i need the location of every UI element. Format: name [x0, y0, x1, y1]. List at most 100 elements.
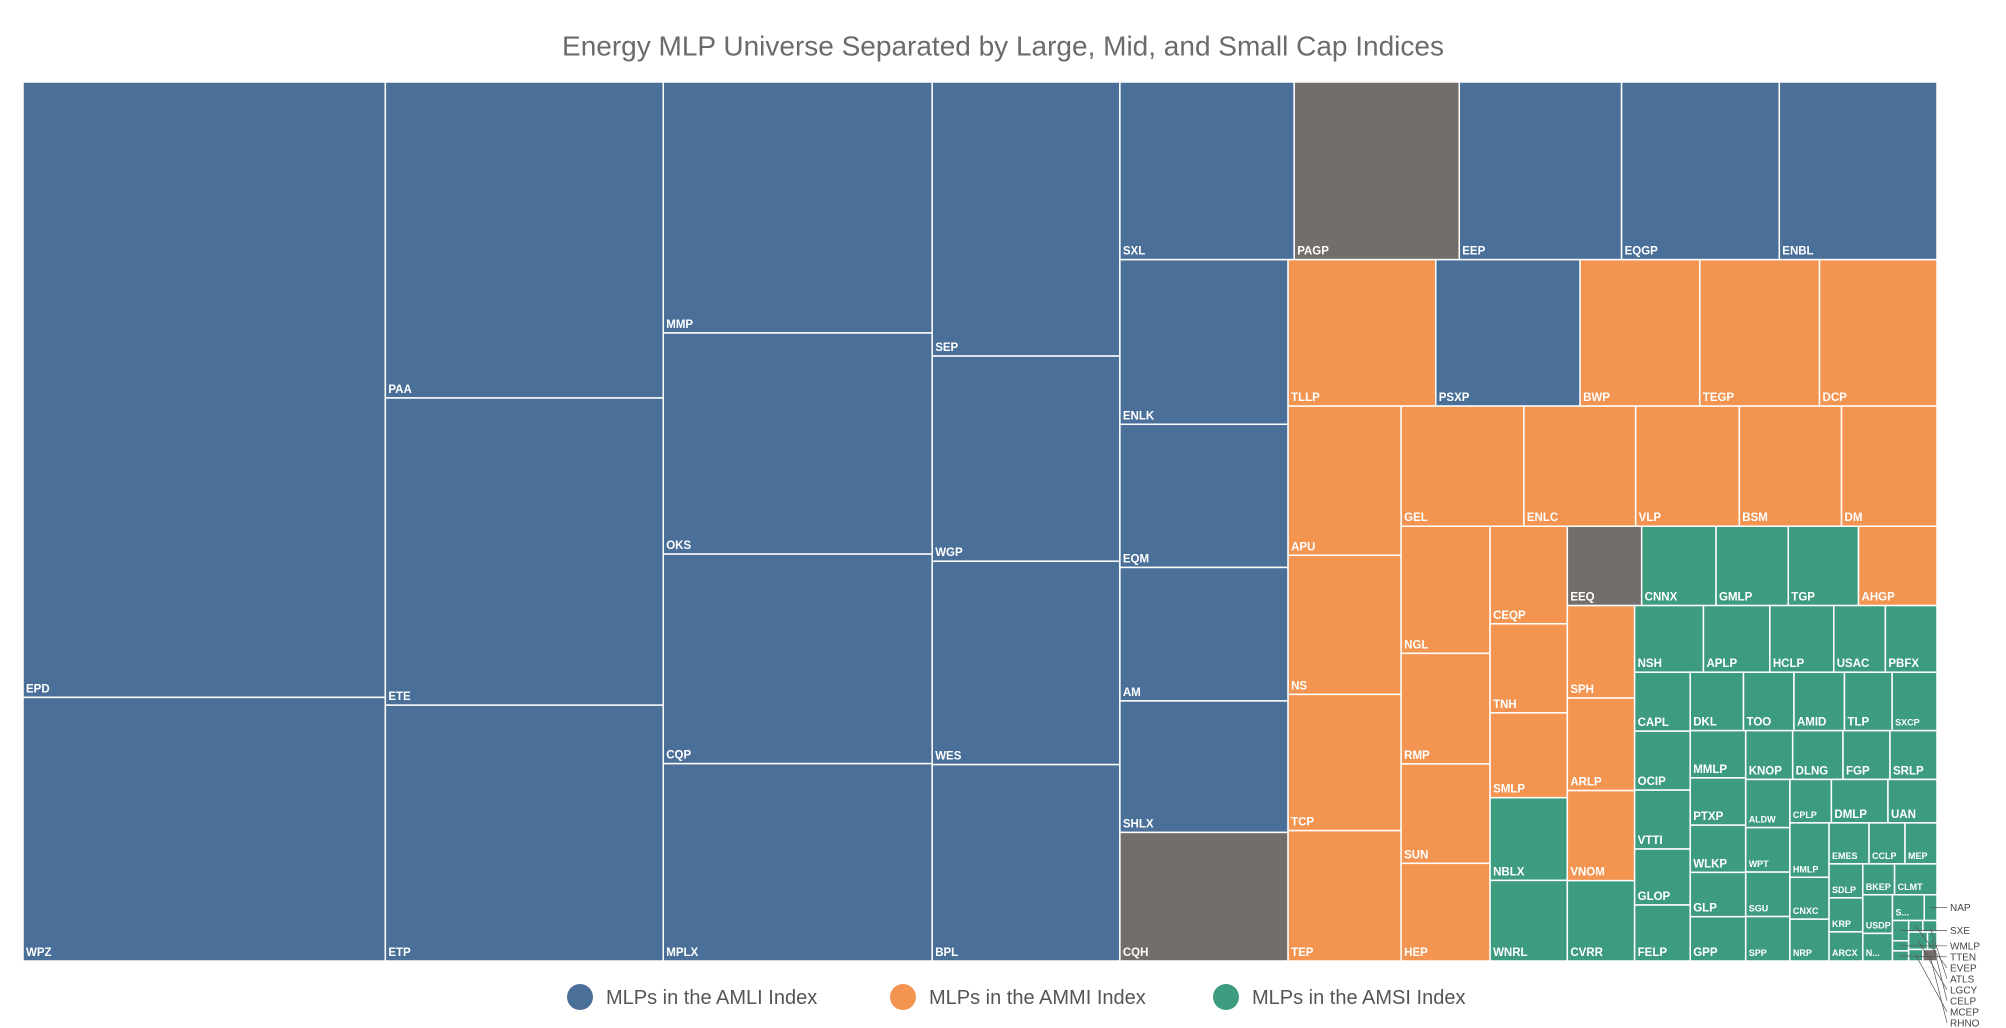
tile-label: WNRL [1493, 947, 1528, 959]
tile-label: NRP [1793, 948, 1812, 958]
tile [1744, 729, 1794, 781]
legend-label: MLPs in the AMSI Index [1252, 987, 1465, 1009]
tile-label: SPP [1749, 948, 1767, 958]
tile-label: TEP [1291, 947, 1314, 959]
tile [1699, 258, 1821, 407]
legend-label: MLPs in the AMMI Index [929, 987, 1146, 1009]
tile [1400, 763, 1491, 865]
leader-line [1915, 926, 1948, 969]
tile [1778, 81, 1938, 261]
tile-label: N... [1866, 948, 1880, 958]
tile [1793, 671, 1846, 732]
tile [1633, 671, 1691, 732]
tile [1287, 829, 1402, 962]
tile [1840, 405, 1938, 527]
tile-label: CVRR [1570, 947, 1603, 959]
tile [1769, 604, 1835, 673]
tile-label-outside: WMLP [1950, 941, 1980, 952]
tile [1818, 258, 1938, 407]
tile-label: GMLP [1719, 592, 1753, 604]
tile [1119, 81, 1295, 261]
tile-label: TNH [1493, 699, 1517, 711]
tile-label: SUN [1404, 849, 1428, 861]
tile-label: USAC [1837, 658, 1870, 670]
tile [1789, 876, 1830, 920]
tile [1566, 525, 1643, 607]
tile-label: EPD [26, 683, 50, 695]
tile [1789, 918, 1830, 962]
legend-swatch [1213, 984, 1239, 1010]
tile-label: EMES [1832, 851, 1858, 861]
leader-line [1929, 926, 1948, 979]
tile [1891, 894, 1926, 922]
tile [1857, 525, 1938, 607]
tile-label: CLMT [1898, 882, 1923, 892]
tile-label: TGP [1791, 592, 1815, 604]
tile-label: SEP [935, 342, 958, 354]
tile-label: FELP [1638, 947, 1668, 959]
tile-label: ENLC [1527, 512, 1558, 524]
tile [1633, 730, 1691, 791]
tile-label: EEQ [1570, 592, 1594, 604]
tile-label: VLP [1639, 512, 1662, 524]
tile-label: TLP [1847, 717, 1869, 729]
tile [22, 696, 387, 962]
tile-label: GLOP [1638, 891, 1671, 903]
tile-label: HCLP [1773, 658, 1805, 670]
tile-label: KRP [1832, 919, 1851, 929]
legend-label: MLPs in the AMLI Index [606, 987, 817, 1009]
tile [1435, 258, 1581, 407]
tile [1566, 697, 1636, 792]
tile-label: MEP [1908, 851, 1928, 861]
tile [1862, 932, 1894, 962]
tile-label: DCP [1823, 392, 1848, 404]
tile-label: DM [1845, 512, 1863, 524]
leader-line [1900, 955, 1948, 958]
tile [1287, 693, 1402, 832]
tile-label: DKL [1693, 717, 1717, 729]
tile-label: ALDW [1749, 815, 1776, 825]
tile-label: OKS [666, 540, 691, 552]
tile-label: SGU [1749, 904, 1769, 914]
tile [1489, 796, 1569, 882]
tile-label: BPL [935, 947, 958, 959]
tile [1742, 671, 1795, 732]
tile-label-outside: RHNO [1950, 1018, 1980, 1028]
tile-label: WPT [1749, 859, 1769, 869]
tile-label: AM [1123, 687, 1141, 699]
tile-label: ENBL [1782, 246, 1813, 258]
tile-label: CCLP [1872, 851, 1897, 861]
tile-label: CNXC [1793, 906, 1819, 916]
tile [1828, 931, 1864, 962]
tile-label: EQGP [1625, 246, 1659, 258]
tile [1830, 778, 1889, 824]
tile-label: RMP [1404, 750, 1430, 762]
leader-line [1931, 940, 1948, 1001]
tile-label: EEP [1462, 246, 1485, 258]
tile-label: S... [1895, 908, 1909, 918]
tile-label: CNNX [1645, 592, 1678, 604]
tile [1744, 826, 1791, 873]
tile-label: TOO [1747, 717, 1772, 729]
tile-label: MPLX [666, 947, 698, 959]
tile [1904, 822, 1938, 865]
tile [1293, 81, 1461, 261]
tile [662, 332, 933, 555]
tile-label: BWP [1583, 392, 1610, 404]
tile-label: WLKP [1693, 858, 1727, 870]
leader-line [1929, 955, 1948, 1023]
tile-label: VTTI [1638, 835, 1663, 847]
tile-label: MMP [666, 319, 693, 331]
tile [1119, 423, 1289, 569]
tile-label: DMLP [1834, 809, 1867, 821]
tile [1287, 405, 1402, 557]
tile-label: AMID [1797, 717, 1826, 729]
tile [1833, 604, 1887, 673]
tile-label: ETP [388, 947, 411, 959]
tile-label: PBFX [1888, 658, 1919, 670]
tile-label: HEP [1404, 947, 1428, 959]
tile [1119, 700, 1289, 834]
tile [1828, 822, 1870, 865]
tile [1489, 525, 1569, 625]
